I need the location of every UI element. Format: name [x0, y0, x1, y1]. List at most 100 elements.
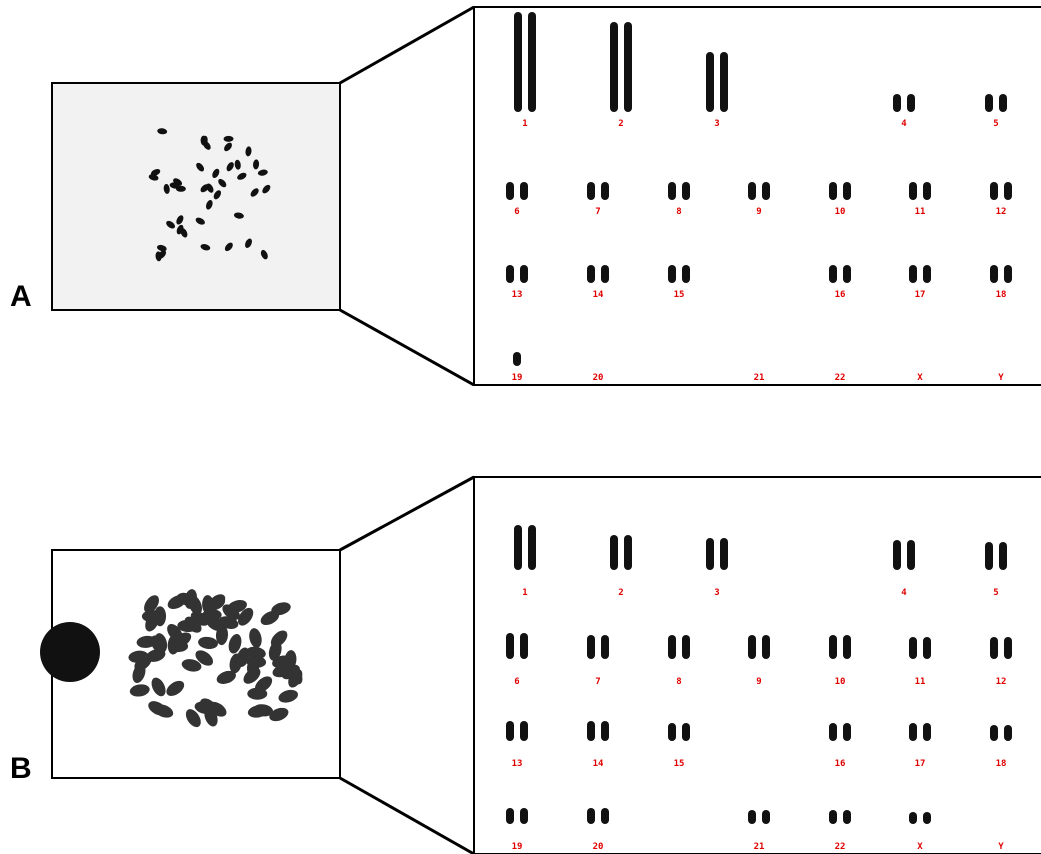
chromosome: [762, 635, 770, 659]
chromosome-number: 12: [996, 677, 1007, 687]
chromosome-number: 3: [714, 119, 719, 129]
chromosome: [907, 540, 915, 570]
zoom-line: [340, 778, 474, 854]
chromosome: [520, 808, 528, 824]
chromosome: [682, 265, 690, 283]
chromosome: [528, 12, 536, 112]
chromosome: [224, 136, 234, 142]
chromosome: [587, 182, 595, 200]
chromosome: [601, 182, 609, 200]
chromosome: [668, 182, 676, 200]
chromosome: [829, 723, 837, 741]
chromosome-number: 9: [756, 207, 761, 217]
chromosome: [668, 635, 676, 659]
chromosome: [682, 182, 690, 200]
chromosome: [923, 182, 931, 200]
chromosome: [1004, 182, 1012, 200]
chromosome: [990, 637, 998, 659]
chromosome: [720, 538, 728, 570]
chromosome: [668, 723, 676, 741]
chromosome-number: X: [917, 842, 923, 852]
chromosome-number: 19: [512, 373, 523, 383]
chromosome: [748, 635, 756, 659]
chromosome-number: 20: [593, 842, 604, 852]
chromosome: [587, 265, 595, 283]
chromosome: [923, 265, 931, 283]
chromosome: [762, 182, 770, 200]
chromosome: [506, 265, 514, 283]
chromosome: [843, 723, 851, 741]
chromosome: [706, 538, 714, 570]
chromosome: [528, 525, 536, 570]
chromosome: [668, 265, 676, 283]
chromosome-number: 17: [915, 759, 926, 769]
chromosome: [610, 22, 618, 112]
chromosome: [601, 265, 609, 283]
chromosome: [909, 265, 917, 283]
chromosome: [990, 182, 998, 200]
chromosome: [999, 94, 1007, 112]
chromosome-number: 21: [754, 842, 765, 852]
chromosome-number: 16: [835, 290, 846, 300]
chromosome: [829, 265, 837, 283]
chromosome-number: 19: [512, 842, 523, 852]
nucleus: [40, 622, 100, 682]
chromosome: [909, 723, 917, 741]
chromosome-number: 18: [996, 290, 1007, 300]
chromosome: [520, 721, 528, 741]
chromosome: [706, 52, 714, 112]
chromosome: [1004, 265, 1012, 283]
chromosome: [893, 540, 901, 570]
chromosome: [587, 808, 595, 824]
chromosome: [843, 265, 851, 283]
chromosome: [624, 22, 632, 112]
chromosome-number: 9: [756, 677, 761, 687]
chromosome: [587, 635, 595, 659]
chromosome: [893, 94, 901, 112]
chromosome: [990, 725, 998, 741]
chromosome-number: 17: [915, 290, 926, 300]
chromosome: [909, 637, 917, 659]
chromosome: [923, 812, 931, 824]
chromosome-number: 13: [512, 290, 523, 300]
zoom-line: [340, 310, 474, 385]
chromosome: [506, 721, 514, 741]
chromosome: [513, 352, 521, 366]
chromosome: [610, 535, 618, 570]
chromosome-number: 5: [993, 588, 998, 598]
chromosome: [999, 542, 1007, 570]
chromosome-number: 6: [514, 677, 519, 687]
karyotype-frame: [474, 7, 1041, 385]
chromosome-number: 7: [595, 677, 600, 687]
figure: A B 12345678910111213141516171819202122X…: [0, 0, 1041, 854]
chromosome: [843, 635, 851, 659]
chromosome: [923, 637, 931, 659]
chromosome-number: 15: [674, 759, 685, 769]
chromosome-number: 21: [754, 373, 765, 383]
chromosome: [506, 182, 514, 200]
chromosome: [829, 810, 837, 824]
chromosome: [682, 723, 690, 741]
chromosome: [843, 810, 851, 824]
chromosome-number: 1: [522, 119, 527, 129]
chromosome: [682, 635, 690, 659]
chromosome: [520, 265, 528, 283]
karyotype-frame: [474, 477, 1041, 854]
zoom-line: [340, 7, 474, 83]
chromosome: [624, 535, 632, 570]
chromosome-number: 18: [996, 759, 1007, 769]
chromosome: [829, 635, 837, 659]
chromosome: [601, 721, 609, 741]
chromosome-number: 11: [915, 207, 926, 217]
chromosome: [601, 808, 609, 824]
chromosome-number: 22: [835, 373, 846, 383]
chromosome-number: 8: [676, 207, 681, 217]
chromosome: [520, 633, 528, 659]
zoom-line: [340, 477, 474, 550]
chromosome: [829, 182, 837, 200]
chromosome-number: 6: [514, 207, 519, 217]
chromosome-number: Y: [998, 842, 1004, 852]
chromosome: [514, 12, 522, 112]
chromosome: [748, 182, 756, 200]
chromosome-number: 7: [595, 207, 600, 217]
